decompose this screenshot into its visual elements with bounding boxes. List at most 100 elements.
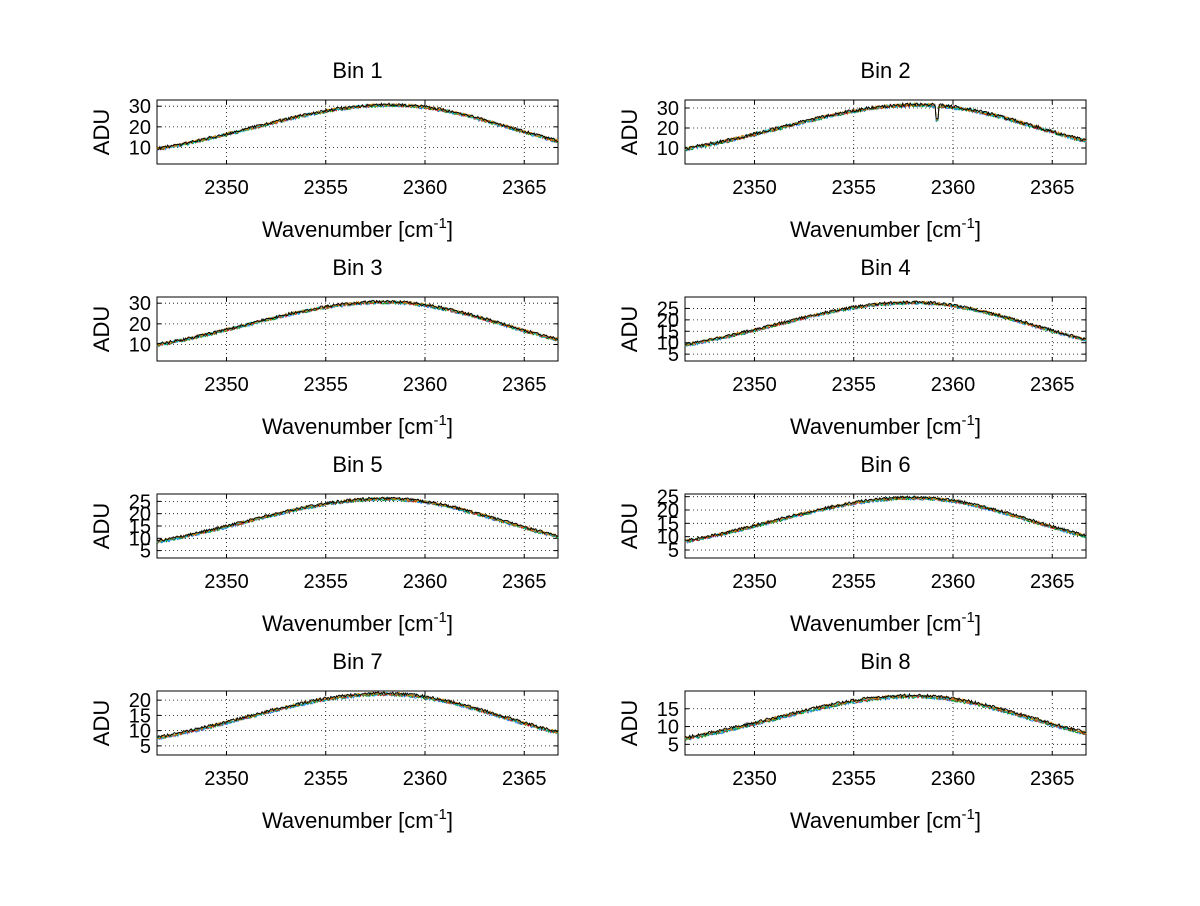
x-tick-label: 2360 [403,177,448,199]
x-tick-label: 2355 [831,177,876,199]
axes-box [156,296,559,362]
subplot-title: Bin 1 [332,58,382,83]
x-tick-label: 2360 [931,177,976,199]
x-tick-label: 2360 [403,768,448,790]
y-tick-label: 5 [140,541,151,563]
y-tick-label: 5 [668,344,679,366]
y-tick-label: 20 [657,118,679,140]
x-tick-label: 2355 [303,177,348,199]
axes-box [156,690,559,756]
x-tick-label: 2350 [732,374,777,396]
y-tick-label: 5 [668,734,679,756]
y-tick-label: 10 [657,527,679,549]
y-tick-label: 10 [129,528,151,550]
x-axis-label: Wavenumber [cm-1] [790,806,981,833]
y-tick-label: 15 [657,321,679,343]
y-tick-label: 15 [129,705,151,727]
y-tick-label: 20 [129,314,151,336]
axes-box [156,99,559,165]
y-tick-label: 20 [657,310,679,332]
x-tick-label: 2365 [502,768,547,790]
x-tick-label: 2355 [831,374,876,396]
y-tick-label: 25 [657,487,679,509]
y-tick-label: 15 [129,516,151,538]
y-tick-label: 20 [129,117,151,139]
subplot-title: Bin 8 [860,649,910,674]
x-axis-label: Wavenumber [cm-1] [262,609,453,636]
subplot-title: Bin 3 [332,255,382,280]
y-tick-label: 25 [129,491,151,513]
x-tick-label: 2365 [502,374,547,396]
series-line [156,496,559,542]
subplot-title: Bin 6 [860,452,910,477]
x-tick-label: 2365 [1030,768,1075,790]
x-tick-label: 2350 [204,177,249,199]
y-tick-label: 10 [657,717,679,739]
x-axis-label: Wavenumber [cm-1] [790,412,981,439]
axes-box [684,493,1087,559]
y-axis-label: ADU [617,306,642,352]
x-axis-label: Wavenumber [cm-1] [790,609,981,636]
x-tick-label: 2355 [831,768,876,790]
y-axis-label: ADU [89,503,114,549]
y-tick-label: 15 [657,513,679,535]
y-axis-label: ADU [89,306,114,352]
series-line [156,299,559,346]
y-axis-label: ADU [617,109,642,155]
x-tick-label: 2360 [931,768,976,790]
x-axis-label: Wavenumber [cm-1] [262,806,453,833]
x-tick-label: 2350 [732,177,777,199]
series-line [684,495,1087,542]
y-axis-label: ADU [617,503,642,549]
subplot-title: Bin 4 [860,255,910,280]
x-tick-label: 2355 [303,571,348,593]
x-tick-label: 2365 [1030,177,1075,199]
y-tick-label: 30 [657,98,679,120]
series-line [684,692,1087,739]
series-line [156,496,559,542]
series-line [684,101,1087,150]
y-tick-label: 30 [129,96,151,118]
series-line [156,691,559,738]
y-tick-label: 10 [657,333,679,355]
x-tick-label: 2365 [502,571,547,593]
y-axis-label: ADU [617,700,642,746]
x-tick-label: 2360 [403,571,448,593]
y-tick-label: 25 [657,298,679,320]
x-tick-label: 2350 [204,374,249,396]
x-tick-label: 2365 [1030,374,1075,396]
x-tick-label: 2350 [204,768,249,790]
y-tick-label: 10 [657,138,679,160]
x-axis-label: Wavenumber [cm-1] [262,412,453,439]
series-line [156,102,559,151]
y-tick-label: 10 [129,334,151,356]
x-tick-label: 2350 [732,768,777,790]
x-tick-label: 2360 [931,374,976,396]
y-tick-label: 20 [129,504,151,526]
series-line [684,300,1087,346]
axes-box [684,99,1087,165]
y-tick-label: 15 [657,699,679,721]
axes-box [684,296,1087,362]
subplot-title: Bin 2 [860,58,910,83]
x-tick-label: 2355 [831,571,876,593]
subplot-title: Bin 7 [332,649,382,674]
x-tick-label: 2350 [204,571,249,593]
y-tick-label: 10 [129,721,151,743]
y-tick-label: 20 [129,690,151,712]
y-tick-label: 5 [668,540,679,562]
subplot-title: Bin 5 [332,452,382,477]
x-tick-label: 2350 [732,571,777,593]
x-tick-label: 2365 [502,177,547,199]
x-tick-label: 2360 [403,374,448,396]
y-axis-label: ADU [89,109,114,155]
